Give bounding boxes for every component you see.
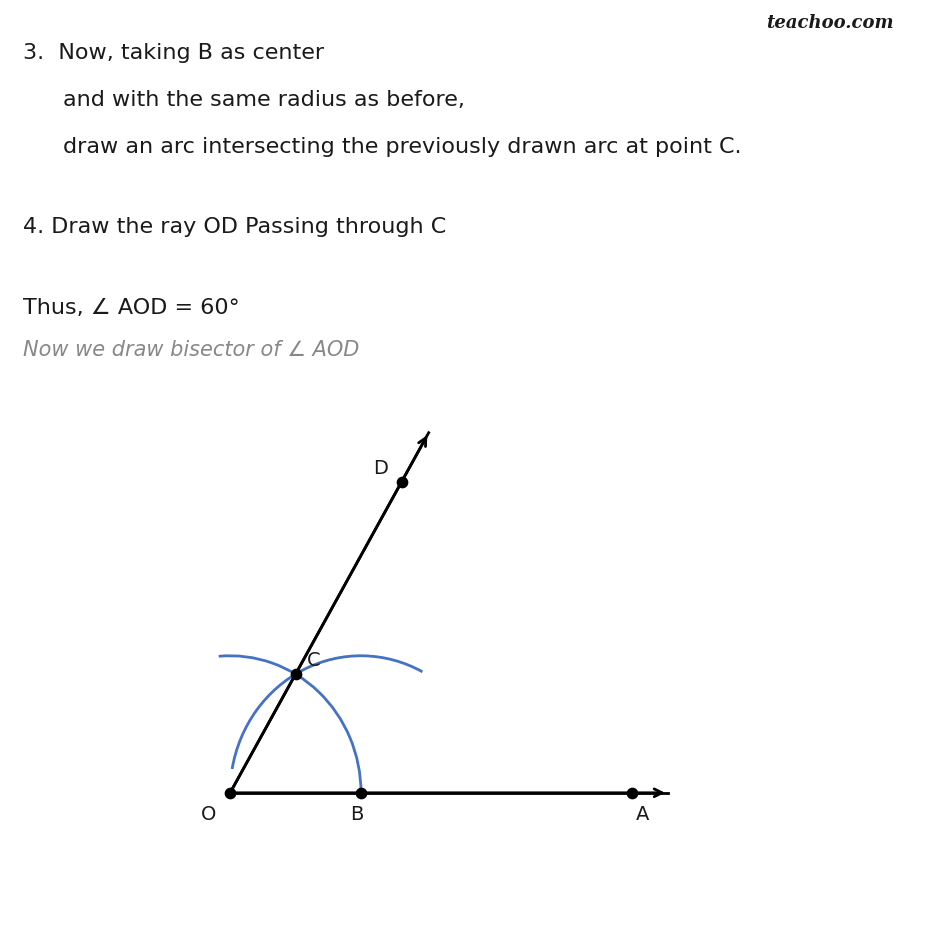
Point bbox=[623, 785, 638, 801]
Point bbox=[223, 785, 238, 801]
Point bbox=[394, 475, 409, 490]
Text: teachoo.com: teachoo.com bbox=[766, 14, 892, 32]
Text: Now we draw bisector of ∠ AOD: Now we draw bisector of ∠ AOD bbox=[23, 340, 359, 360]
Text: A: A bbox=[635, 804, 649, 823]
Text: and with the same radius as before,: and with the same radius as before, bbox=[63, 90, 464, 110]
Text: 4. Draw the ray OD Passing through C: 4. Draw the ray OD Passing through C bbox=[23, 217, 446, 237]
Text: O: O bbox=[201, 804, 216, 823]
Text: Thus, ∠ AOD = 60°: Thus, ∠ AOD = 60° bbox=[23, 297, 239, 317]
Point bbox=[288, 666, 303, 682]
Text: draw an arc intersecting the previously drawn arc at point C.: draw an arc intersecting the previously … bbox=[63, 137, 741, 157]
Point bbox=[353, 785, 368, 801]
Text: D: D bbox=[373, 459, 388, 478]
Text: C: C bbox=[306, 650, 320, 669]
Text: B: B bbox=[349, 804, 362, 823]
Text: 3.  Now, taking B as center: 3. Now, taking B as center bbox=[23, 42, 324, 62]
